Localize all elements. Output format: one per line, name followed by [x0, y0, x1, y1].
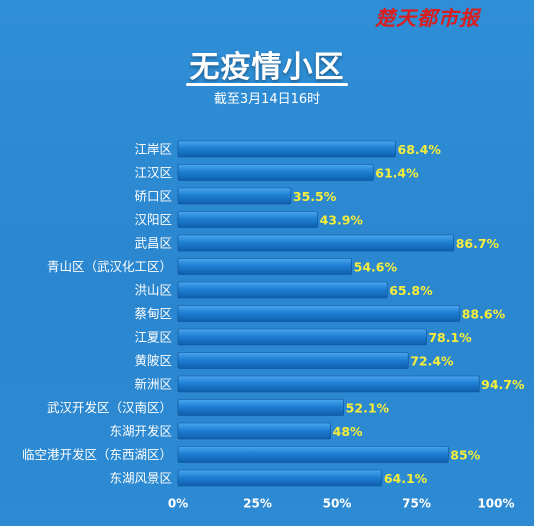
category-label: 新洲区	[134, 377, 172, 392]
bars-group	[177, 140, 480, 487]
category-label: 蔡甸区	[134, 306, 172, 321]
x-tick-label: 25%	[243, 497, 272, 511]
category-label: 硚口区	[134, 189, 172, 204]
bar	[177, 164, 374, 181]
bar	[177, 305, 461, 322]
category-label: 汉阳区	[134, 212, 172, 227]
value-label: 72.4%	[410, 354, 454, 369]
x-tick-label: 0%	[168, 497, 188, 511]
bar	[177, 469, 383, 487]
value-label: 61.4%	[375, 166, 419, 181]
value-label: 54.6%	[354, 260, 398, 275]
title-underline	[186, 83, 348, 86]
value-label: 65.8%	[389, 283, 433, 298]
category-label: 临空港开发区（东西湖区）	[22, 447, 172, 462]
bar	[177, 328, 427, 346]
value-label: 85%	[450, 448, 480, 463]
x-axis: 0% 25% 50% 75% 100%	[168, 497, 515, 511]
value-label: 68.4%	[398, 142, 442, 157]
chart-title: 无疫情小区	[189, 50, 345, 85]
category-label: 洪山区	[134, 283, 172, 298]
value-label: 94.7%	[481, 377, 525, 392]
bar	[177, 140, 396, 158]
bar	[177, 187, 292, 205]
bar	[177, 258, 352, 275]
category-label: 青山区（武汉化工区）	[47, 259, 172, 274]
bar	[177, 211, 318, 228]
x-tick-label: 50%	[323, 497, 352, 511]
value-label: 64.1%	[384, 471, 428, 486]
category-label: 东湖风景区	[109, 471, 172, 486]
category-label: 黄陂区	[134, 353, 172, 368]
value-label: 48%	[333, 424, 363, 439]
bar	[177, 422, 331, 440]
value-label: 43.9%	[320, 213, 364, 228]
x-tick-label: 75%	[402, 497, 431, 511]
category-label: 武昌区	[134, 236, 172, 251]
value-label: 78.1%	[428, 330, 472, 345]
category-label: 江夏区	[134, 330, 172, 345]
bar	[177, 375, 480, 393]
category-label: 江汉区	[134, 165, 172, 180]
value-labels-group: 68.4% 61.4% 35.5% 43.9% 86.7% 54.6% 65.8% 88.6%…	[293, 142, 525, 486]
category-label: 东湖开发区	[109, 424, 172, 439]
value-label: 35.5%	[293, 189, 337, 204]
category-label: 武汉开发区（汉南区）	[47, 400, 172, 415]
category-label: 江岸区	[134, 142, 172, 157]
bar	[177, 352, 409, 369]
value-label: 52.1%	[346, 401, 390, 416]
x-tick-label: 100%	[477, 497, 514, 511]
bar	[177, 281, 388, 299]
bar	[177, 234, 455, 252]
bar	[177, 399, 344, 416]
value-label: 86.7%	[456, 236, 500, 251]
chart-subtitle: 截至3月14日16时	[213, 92, 321, 107]
brand-logo-text: 楚天都市报	[375, 6, 480, 30]
value-label: 88.6%	[462, 307, 506, 322]
bar	[177, 446, 449, 463]
